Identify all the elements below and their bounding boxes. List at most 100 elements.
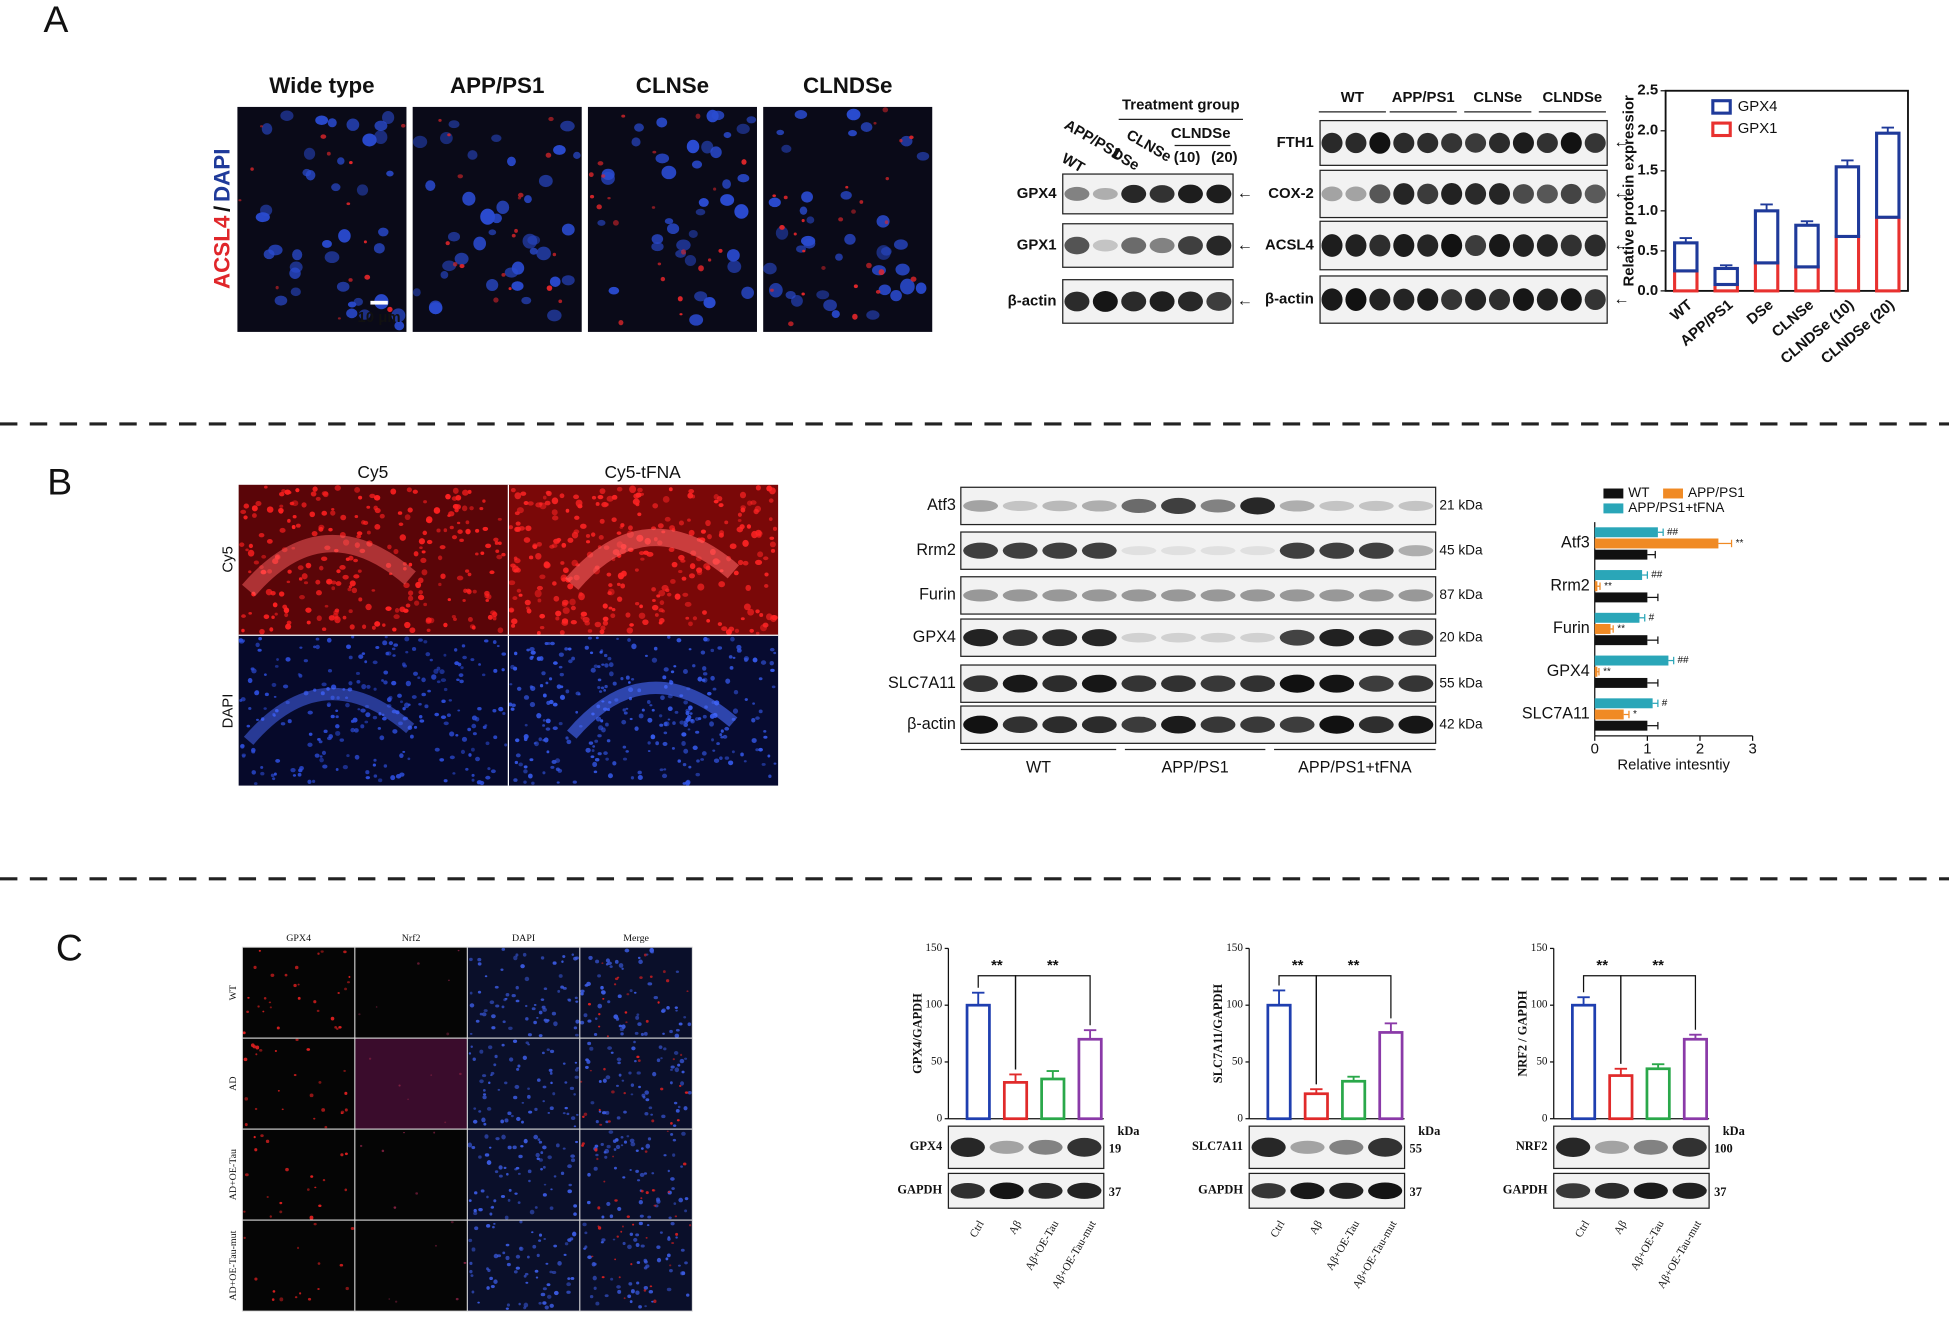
cell (577, 693, 581, 696)
cell (584, 645, 589, 650)
cell (651, 234, 664, 245)
cell (611, 1090, 615, 1094)
cell (541, 1005, 546, 1009)
cell (602, 1078, 607, 1083)
cell (682, 782, 687, 785)
cell (601, 174, 606, 178)
significance: ** (991, 958, 1003, 974)
cell (548, 116, 554, 122)
micrograph (354, 1038, 468, 1130)
cell (251, 770, 257, 775)
cell (357, 708, 361, 711)
cell (583, 1112, 588, 1116)
row-label: DAPI (221, 694, 237, 729)
cell (540, 1292, 546, 1297)
cell (482, 526, 489, 531)
cell (585, 1065, 589, 1069)
cell (663, 667, 669, 672)
group-label: CLNSe (1473, 90, 1522, 106)
cell (567, 1189, 573, 1194)
size-label: 55 (1410, 1142, 1422, 1156)
cell (768, 517, 773, 521)
cell (457, 174, 464, 179)
band (1067, 1137, 1102, 1157)
cell (525, 1041, 529, 1045)
bar (1341, 1079, 1367, 1121)
cell (700, 758, 705, 761)
cell (636, 1013, 640, 1016)
cell (559, 694, 565, 700)
cell (453, 617, 457, 622)
cell (543, 1183, 547, 1186)
y-tick-label: 100 (1531, 999, 1548, 1011)
cell (330, 510, 336, 516)
cell (348, 655, 353, 660)
cell (254, 1148, 258, 1152)
cell (263, 249, 275, 260)
cell (621, 967, 624, 970)
cell (743, 656, 750, 662)
cell (629, 623, 634, 627)
cell (257, 1005, 260, 1008)
band (1358, 542, 1394, 559)
cell (684, 1209, 688, 1213)
cell (309, 1093, 314, 1098)
cell (255, 212, 270, 223)
cell (255, 1053, 258, 1056)
cell (561, 275, 575, 286)
cell (277, 1090, 280, 1092)
cell (278, 591, 285, 597)
cell (603, 653, 608, 658)
cell (542, 771, 546, 775)
cell (553, 1175, 557, 1178)
cell (551, 1270, 557, 1275)
cell (354, 754, 360, 760)
cell (431, 674, 437, 680)
cell (410, 734, 414, 739)
band (963, 500, 999, 512)
cell (851, 209, 856, 214)
cell (568, 1183, 572, 1187)
cell (737, 174, 750, 183)
band (1319, 589, 1355, 602)
band (1488, 233, 1511, 258)
cell (413, 725, 418, 729)
cell (275, 285, 279, 290)
cell (527, 501, 534, 506)
cell (597, 734, 602, 738)
cell (279, 1297, 284, 1302)
cell (589, 1069, 592, 1072)
cell (676, 239, 691, 251)
cell (637, 512, 642, 517)
x-tick-label: Aβ (1308, 1218, 1325, 1236)
cell (315, 115, 329, 126)
image-border (579, 1219, 693, 1312)
y-tick-label: 150 (1531, 942, 1548, 954)
cell (245, 548, 249, 552)
x-tick-label: Ctrl (968, 1219, 987, 1240)
cell (755, 609, 760, 614)
cell (377, 726, 382, 730)
cell (755, 748, 759, 752)
cell (462, 655, 467, 660)
cell (492, 640, 497, 645)
cell (702, 610, 707, 615)
cell (567, 1277, 571, 1280)
cell (546, 1294, 552, 1299)
cell (707, 258, 712, 262)
cell (662, 495, 670, 503)
cell (731, 750, 735, 754)
cell (561, 620, 569, 626)
significance-bracket (1620, 975, 1697, 1064)
cell (709, 721, 714, 727)
cell (617, 1206, 622, 1212)
band (1417, 234, 1439, 257)
cell (629, 1169, 632, 1171)
cell (664, 218, 674, 225)
cell (423, 500, 427, 504)
cell (540, 1151, 544, 1155)
cell (545, 1262, 549, 1265)
cell (421, 569, 428, 576)
cell (415, 1192, 419, 1195)
cell (835, 253, 843, 261)
